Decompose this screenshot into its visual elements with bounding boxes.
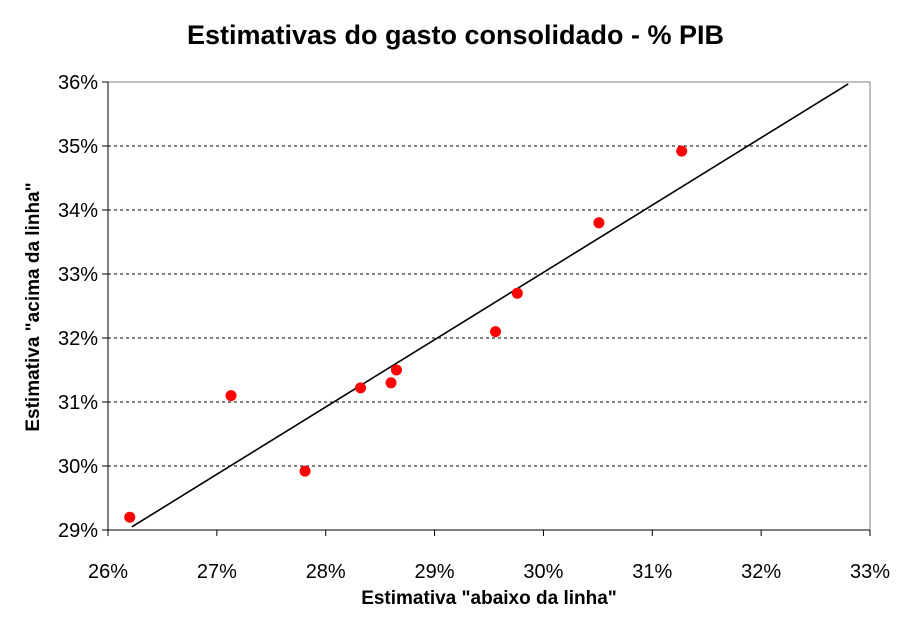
reference-line (131, 83, 849, 528)
data-point (676, 145, 688, 157)
x-tick-label: 33% (850, 561, 890, 583)
y-axis-label: Estimativa "acima da linha" (23, 182, 44, 432)
x-tick-label: 29% (415, 561, 455, 583)
reference-line-group (131, 83, 849, 528)
data-point (124, 511, 136, 523)
data-point (225, 390, 237, 402)
x-tick-label: 28% (306, 561, 346, 583)
y-tick-label: 30% (58, 456, 98, 478)
y-tick-label: 31% (58, 392, 98, 414)
data-point (299, 465, 311, 477)
data-point (385, 377, 397, 389)
chart-title: Estimativas do gasto consolidado - % PIB (186, 20, 725, 50)
data-point (490, 326, 502, 338)
data-points (124, 145, 688, 523)
x-axis-label: Estimativa "abaixo da linha" (361, 588, 617, 609)
y-tick-label: 35% (58, 136, 98, 158)
x-tick-label: 27% (197, 561, 237, 583)
data-point (593, 217, 605, 229)
y-tick-label: 33% (58, 264, 98, 286)
y-tick-label: 32% (58, 328, 98, 350)
y-tick-label: 34% (58, 200, 98, 222)
x-tick-label: 32% (741, 561, 781, 583)
x-tick-label: 26% (88, 561, 128, 583)
y-tick-label: 36% (58, 72, 98, 94)
data-point (355, 382, 367, 394)
y-tick-label: 29% (58, 520, 98, 542)
data-point (390, 364, 402, 376)
x-tick-label: 30% (523, 561, 563, 583)
axes (102, 81, 871, 536)
gridlines (108, 145, 870, 467)
x-tick-label: 31% (632, 561, 672, 583)
tick-labels: 29% 30% 31% 32% 33% 34% 35% 36% 26% 27% 28% 29% 30% 3… (58, 72, 890, 583)
data-point (511, 287, 523, 299)
